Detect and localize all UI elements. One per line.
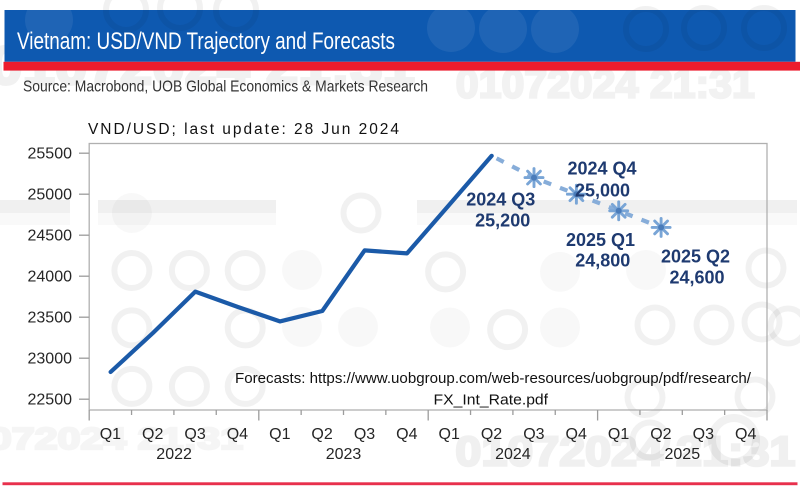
svg-text:Q2: Q2 <box>650 426 671 443</box>
svg-text:Q1: Q1 <box>269 426 290 443</box>
svg-text:FX_Int_Rate.pdf: FX_Int_Rate.pdf <box>434 392 549 409</box>
svg-text:24,600: 24,600 <box>669 268 724 288</box>
svg-text:01072024 21:31: 01072024 21:31 <box>0 421 243 456</box>
svg-text:01072024 21:31: 01072024 21:31 <box>455 428 795 475</box>
svg-text:Q4: Q4 <box>227 426 248 443</box>
svg-text:25500: 25500 <box>28 146 73 163</box>
svg-text:Q2: Q2 <box>142 426 163 443</box>
svg-text:25,000: 25,000 <box>575 181 630 201</box>
svg-text:Q4: Q4 <box>735 426 756 443</box>
svg-text:24,800: 24,800 <box>575 251 630 271</box>
svg-text:2025 Q1: 2025 Q1 <box>566 230 635 250</box>
svg-text:23000: 23000 <box>28 351 73 368</box>
svg-text:Q2: Q2 <box>481 426 502 443</box>
svg-text:2024 Q3: 2024 Q3 <box>466 190 535 210</box>
svg-text:Q4: Q4 <box>396 426 417 443</box>
svg-text:Q1: Q1 <box>439 426 460 443</box>
svg-text:22500: 22500 <box>28 392 73 409</box>
svg-text:24000: 24000 <box>28 269 73 286</box>
svg-text:2023: 2023 <box>326 446 362 463</box>
svg-text:Q3: Q3 <box>693 426 714 443</box>
svg-text:25,200: 25,200 <box>475 211 530 231</box>
svg-text:Q3: Q3 <box>184 426 205 443</box>
svg-text:Vietnam: USD/VND Trajectory an: Vietnam: USD/VND Trajectory and Forecast… <box>17 28 395 55</box>
svg-text:Q1: Q1 <box>100 426 121 443</box>
svg-text:2025 Q2: 2025 Q2 <box>661 247 730 267</box>
svg-text:Q3: Q3 <box>523 426 544 443</box>
svg-text:24500: 24500 <box>28 228 73 245</box>
svg-text:VND/USD; last update: 28 Jun 2: VND/USD; last update: 28 Jun 2024 <box>88 121 399 138</box>
svg-text:25000: 25000 <box>28 187 73 204</box>
svg-text:2024: 2024 <box>495 446 531 463</box>
svg-text:Q4: Q4 <box>566 426 587 443</box>
svg-text:Forecasts: https://www.uobgrou: Forecasts: https://www.uobgroup.com/web-… <box>235 370 752 387</box>
svg-text:Q1: Q1 <box>608 426 629 443</box>
svg-text:Q3: Q3 <box>354 426 375 443</box>
svg-text:2025: 2025 <box>665 446 701 463</box>
svg-text:Source: Macrobond, UOB Global: Source: Macrobond, UOB Global Economics … <box>23 79 428 96</box>
svg-text:Q2: Q2 <box>311 426 332 443</box>
svg-text:2024 Q4: 2024 Q4 <box>567 159 636 179</box>
svg-text:23500: 23500 <box>28 310 73 327</box>
svg-text:2022: 2022 <box>156 446 192 463</box>
